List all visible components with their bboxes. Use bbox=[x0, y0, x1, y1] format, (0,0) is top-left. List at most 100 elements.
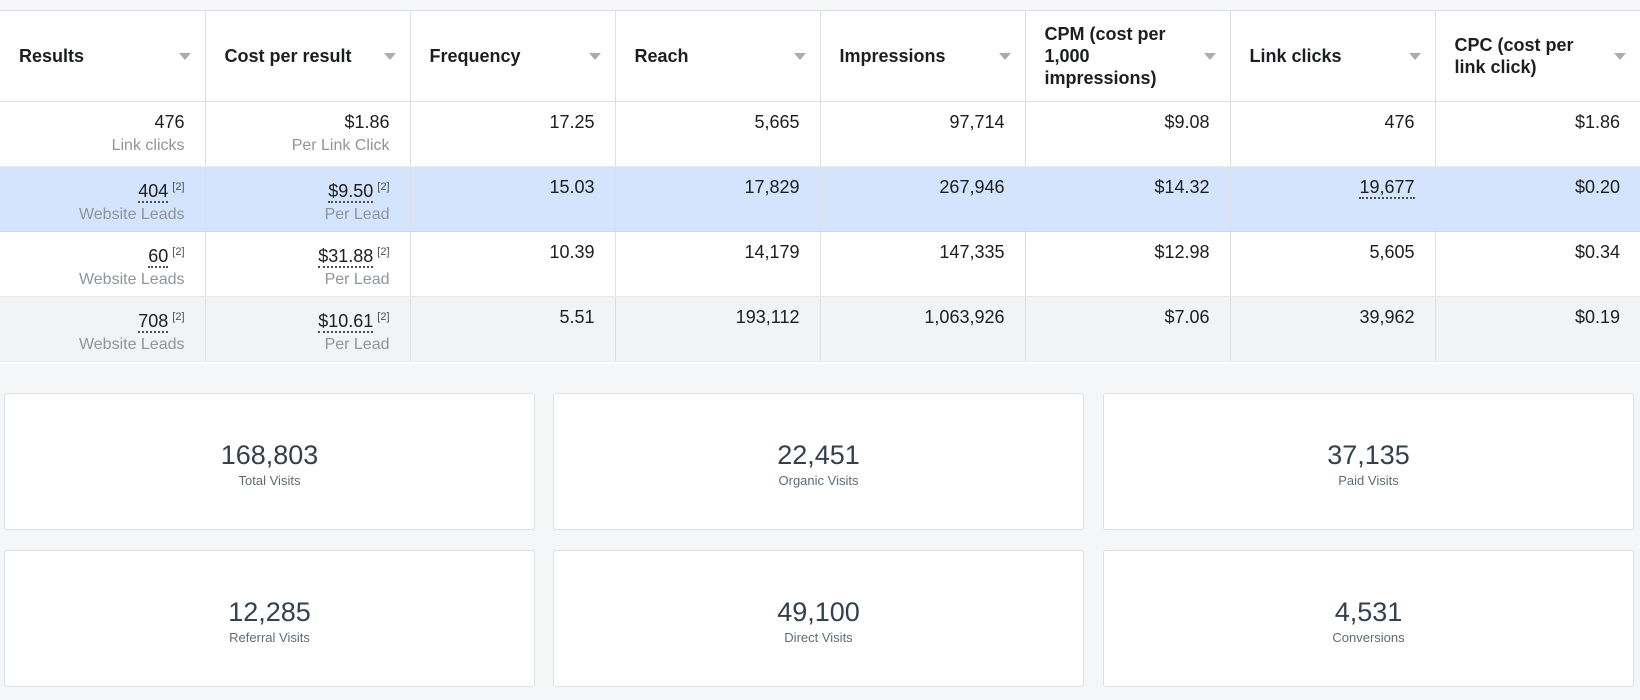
link-clicks-cell: 39,962 bbox=[1230, 296, 1436, 362]
cost-value: $1.86 bbox=[344, 111, 390, 132]
caret-down-icon[interactable] bbox=[793, 52, 806, 60]
results-type: Website Leads bbox=[78, 205, 185, 223]
column-header-link-clicks[interactable]: Link clicks bbox=[1230, 11, 1436, 102]
column-label: Cost per result bbox=[224, 45, 352, 66]
cost-value[interactable]: $9.50 bbox=[328, 180, 374, 203]
cost-type: Per Lead bbox=[324, 205, 390, 223]
cost-cell: $10.61 [2] Per Lead bbox=[205, 296, 411, 362]
stat-value: 49,100 bbox=[777, 597, 860, 627]
frequency-cell: 17.25 bbox=[410, 101, 616, 167]
table-row[interactable]: 404 [2] Website Leads $9.50 [2] Per Lead 15.… bbox=[0, 166, 1640, 232]
impressions-cell: 267,946 bbox=[820, 166, 1026, 232]
cpc-cell: $0.20 bbox=[1435, 166, 1640, 232]
cpm-cell: $7.06 bbox=[1025, 296, 1231, 362]
reach-cell: 5,665 bbox=[615, 101, 821, 167]
frequency-cell: 15.03 bbox=[410, 166, 616, 232]
column-header-results[interactable]: Results bbox=[0, 11, 206, 102]
cpc-cell: $0.34 bbox=[1435, 231, 1640, 297]
ads-results-table: Results Cost per result Frequency Reach … bbox=[0, 10, 1640, 364]
column-header-cpc[interactable]: CPC (cost per link click) bbox=[1435, 11, 1640, 102]
caret-down-icon[interactable] bbox=[998, 52, 1011, 60]
header-row: Results Cost per result Frequency Reach … bbox=[0, 11, 1640, 102]
impressions-cell: 1,063,926 bbox=[820, 296, 1026, 362]
stat-label: Organic Visits bbox=[778, 473, 859, 488]
column-header-impressions[interactable]: Impressions bbox=[820, 11, 1026, 102]
table-row[interactable]: 476 Link clicks $1.86 Per Link Click 17.25… bbox=[0, 101, 1640, 167]
column-header-cpm[interactable]: CPM (cost per 1,000 impressions) bbox=[1025, 11, 1231, 102]
cpm-cell: $14.32 bbox=[1025, 166, 1231, 232]
results-value[interactable]: 60 bbox=[148, 245, 169, 268]
column-header-frequency[interactable]: Frequency bbox=[410, 11, 616, 102]
results-value[interactable]: 404 bbox=[138, 180, 169, 203]
cost-value[interactable]: $10.61 bbox=[318, 310, 374, 333]
stat-label: Total Visits bbox=[238, 473, 301, 488]
results-type: Website Leads bbox=[78, 335, 185, 353]
column-label: Reach bbox=[634, 45, 689, 66]
impressions-cell: 97,714 bbox=[820, 101, 1026, 167]
stat-card-total-visits: 168,803 Total Visits bbox=[4, 393, 535, 530]
results-value[interactable]: 708 bbox=[138, 310, 169, 333]
cost-cell: $1.86 Per Link Click bbox=[205, 101, 411, 167]
cost-type: Per Lead bbox=[324, 335, 390, 353]
caret-down-icon[interactable] bbox=[1408, 52, 1421, 60]
footnote-marker[interactable]: [2] bbox=[377, 245, 390, 258]
stat-value: 4,531 bbox=[1334, 597, 1403, 627]
column-label: Frequency bbox=[429, 45, 521, 66]
caret-down-icon[interactable] bbox=[588, 52, 601, 60]
column-label: CPM (cost per 1,000 impressions) bbox=[1044, 23, 1166, 88]
link-clicks-cell: 19,677 bbox=[1230, 166, 1436, 232]
results-type: Link clicks bbox=[111, 136, 185, 154]
results-grid: Results Cost per result Frequency Reach … bbox=[0, 11, 1640, 362]
footnote-marker[interactable]: [2] bbox=[172, 310, 185, 323]
caret-down-icon[interactable] bbox=[383, 52, 396, 60]
cpm-cell: $9.08 bbox=[1025, 101, 1231, 167]
column-label: Results bbox=[19, 45, 85, 66]
footnote-marker[interactable]: [2] bbox=[377, 180, 390, 193]
results-value: 476 bbox=[154, 111, 185, 132]
stat-card-paid-visits: 37,135 Paid Visits bbox=[1103, 393, 1634, 530]
cost-cell: $9.50 [2] Per Lead bbox=[205, 166, 411, 232]
column-header-cost-per-result[interactable]: Cost per result bbox=[205, 11, 411, 102]
cpc-cell: $1.86 bbox=[1435, 101, 1640, 167]
stat-label: Referral Visits bbox=[229, 630, 310, 645]
caret-down-icon[interactable] bbox=[1614, 52, 1626, 60]
footnote-marker[interactable]: [2] bbox=[172, 180, 185, 193]
results-cell: 404 [2] Website Leads bbox=[0, 166, 206, 232]
stat-card-organic-visits: 22,451 Organic Visits bbox=[553, 393, 1084, 530]
stat-label: Paid Visits bbox=[1338, 473, 1399, 488]
link-clicks-value[interactable]: 19,677 bbox=[1359, 176, 1415, 199]
frequency-cell: 10.39 bbox=[410, 231, 616, 297]
stat-value: 12,285 bbox=[228, 597, 311, 627]
link-clicks-cell: 476 bbox=[1230, 101, 1436, 167]
stat-card-direct-visits: 49,100 Direct Visits bbox=[553, 550, 1084, 687]
impressions-cell: 147,335 bbox=[820, 231, 1026, 297]
stat-card-conversions: 4,531 Conversions bbox=[1103, 550, 1634, 687]
results-cell: 60 [2] Website Leads bbox=[0, 231, 206, 297]
results-type: Website Leads bbox=[78, 270, 185, 288]
table-row[interactable]: 708 [2] Website Leads $10.61 [2] Per Lead 5.… bbox=[0, 296, 1640, 362]
reach-cell: 14,179 bbox=[615, 231, 821, 297]
stat-value: 22,451 bbox=[777, 440, 860, 470]
column-label: Impressions bbox=[839, 45, 946, 66]
footnote-marker[interactable]: [2] bbox=[172, 245, 185, 258]
reach-cell: 193,112 bbox=[615, 296, 821, 362]
column-header-reach[interactable]: Reach bbox=[615, 11, 821, 102]
stat-card-referral-visits: 12,285 Referral Visits bbox=[4, 550, 535, 687]
stat-label: Conversions bbox=[1332, 630, 1405, 645]
cost-cell: $31.88 [2] Per Lead bbox=[205, 231, 411, 297]
reach-cell: 17,829 bbox=[615, 166, 821, 232]
cost-value[interactable]: $31.88 bbox=[318, 245, 374, 268]
results-cell: 476 Link clicks bbox=[0, 101, 206, 167]
stat-value: 37,135 bbox=[1327, 440, 1410, 470]
table-row[interactable]: 60 [2] Website Leads $31.88 [2] Per Lead 10.… bbox=[0, 231, 1640, 297]
footnote-marker[interactable]: [2] bbox=[377, 310, 390, 323]
frequency-cell: 5.51 bbox=[410, 296, 616, 362]
caret-down-icon[interactable] bbox=[1203, 52, 1216, 60]
column-label: CPC (cost per link click) bbox=[1454, 34, 1574, 77]
column-label: Link clicks bbox=[1249, 45, 1342, 66]
stat-value: 168,803 bbox=[220, 440, 319, 470]
cpc-cell: $0.19 bbox=[1435, 296, 1640, 362]
link-clicks-cell: 5,605 bbox=[1230, 231, 1436, 297]
caret-down-icon[interactable] bbox=[178, 52, 191, 60]
stat-label: Direct Visits bbox=[784, 630, 853, 645]
